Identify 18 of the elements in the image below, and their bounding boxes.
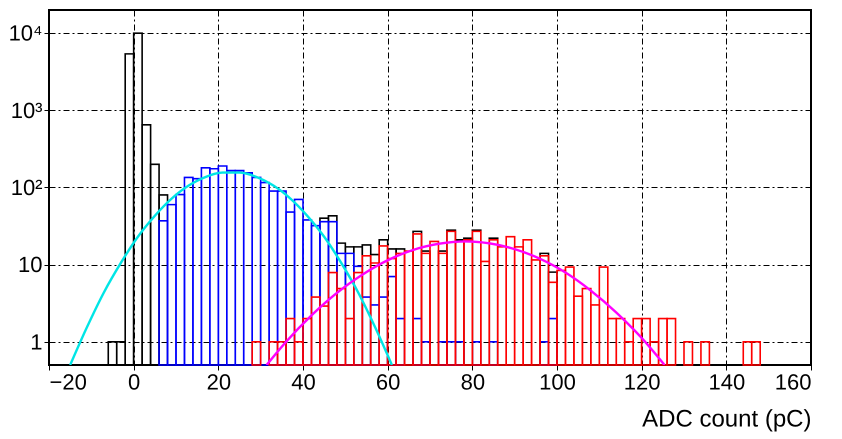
- x-tick-label: 100: [539, 370, 576, 394]
- y-tick-label: 10⁴: [8, 20, 42, 46]
- y-tick-label: 10²: [10, 175, 42, 200]
- x-tick-label: 80: [460, 370, 486, 394]
- x-tick-label: 160: [774, 370, 812, 394]
- x-tick-label: 20: [206, 370, 232, 394]
- x-tick-label: 140: [708, 370, 746, 394]
- x-tick-label: 120: [624, 370, 661, 394]
- x-tick-label: 60: [376, 370, 400, 394]
- x-tick-label: −20: [50, 370, 87, 394]
- line-series: [68, 171, 394, 365]
- x-tick-label: 40: [291, 370, 316, 394]
- y-tick-label: 10³: [10, 98, 42, 123]
- line-series: [265, 240, 666, 365]
- x-axis-title: ADC count (pC): [642, 406, 812, 432]
- y-tick-label: 1: [30, 329, 42, 354]
- x-tick-label: 0: [128, 370, 140, 394]
- y-tick-label: 10: [18, 252, 42, 278]
